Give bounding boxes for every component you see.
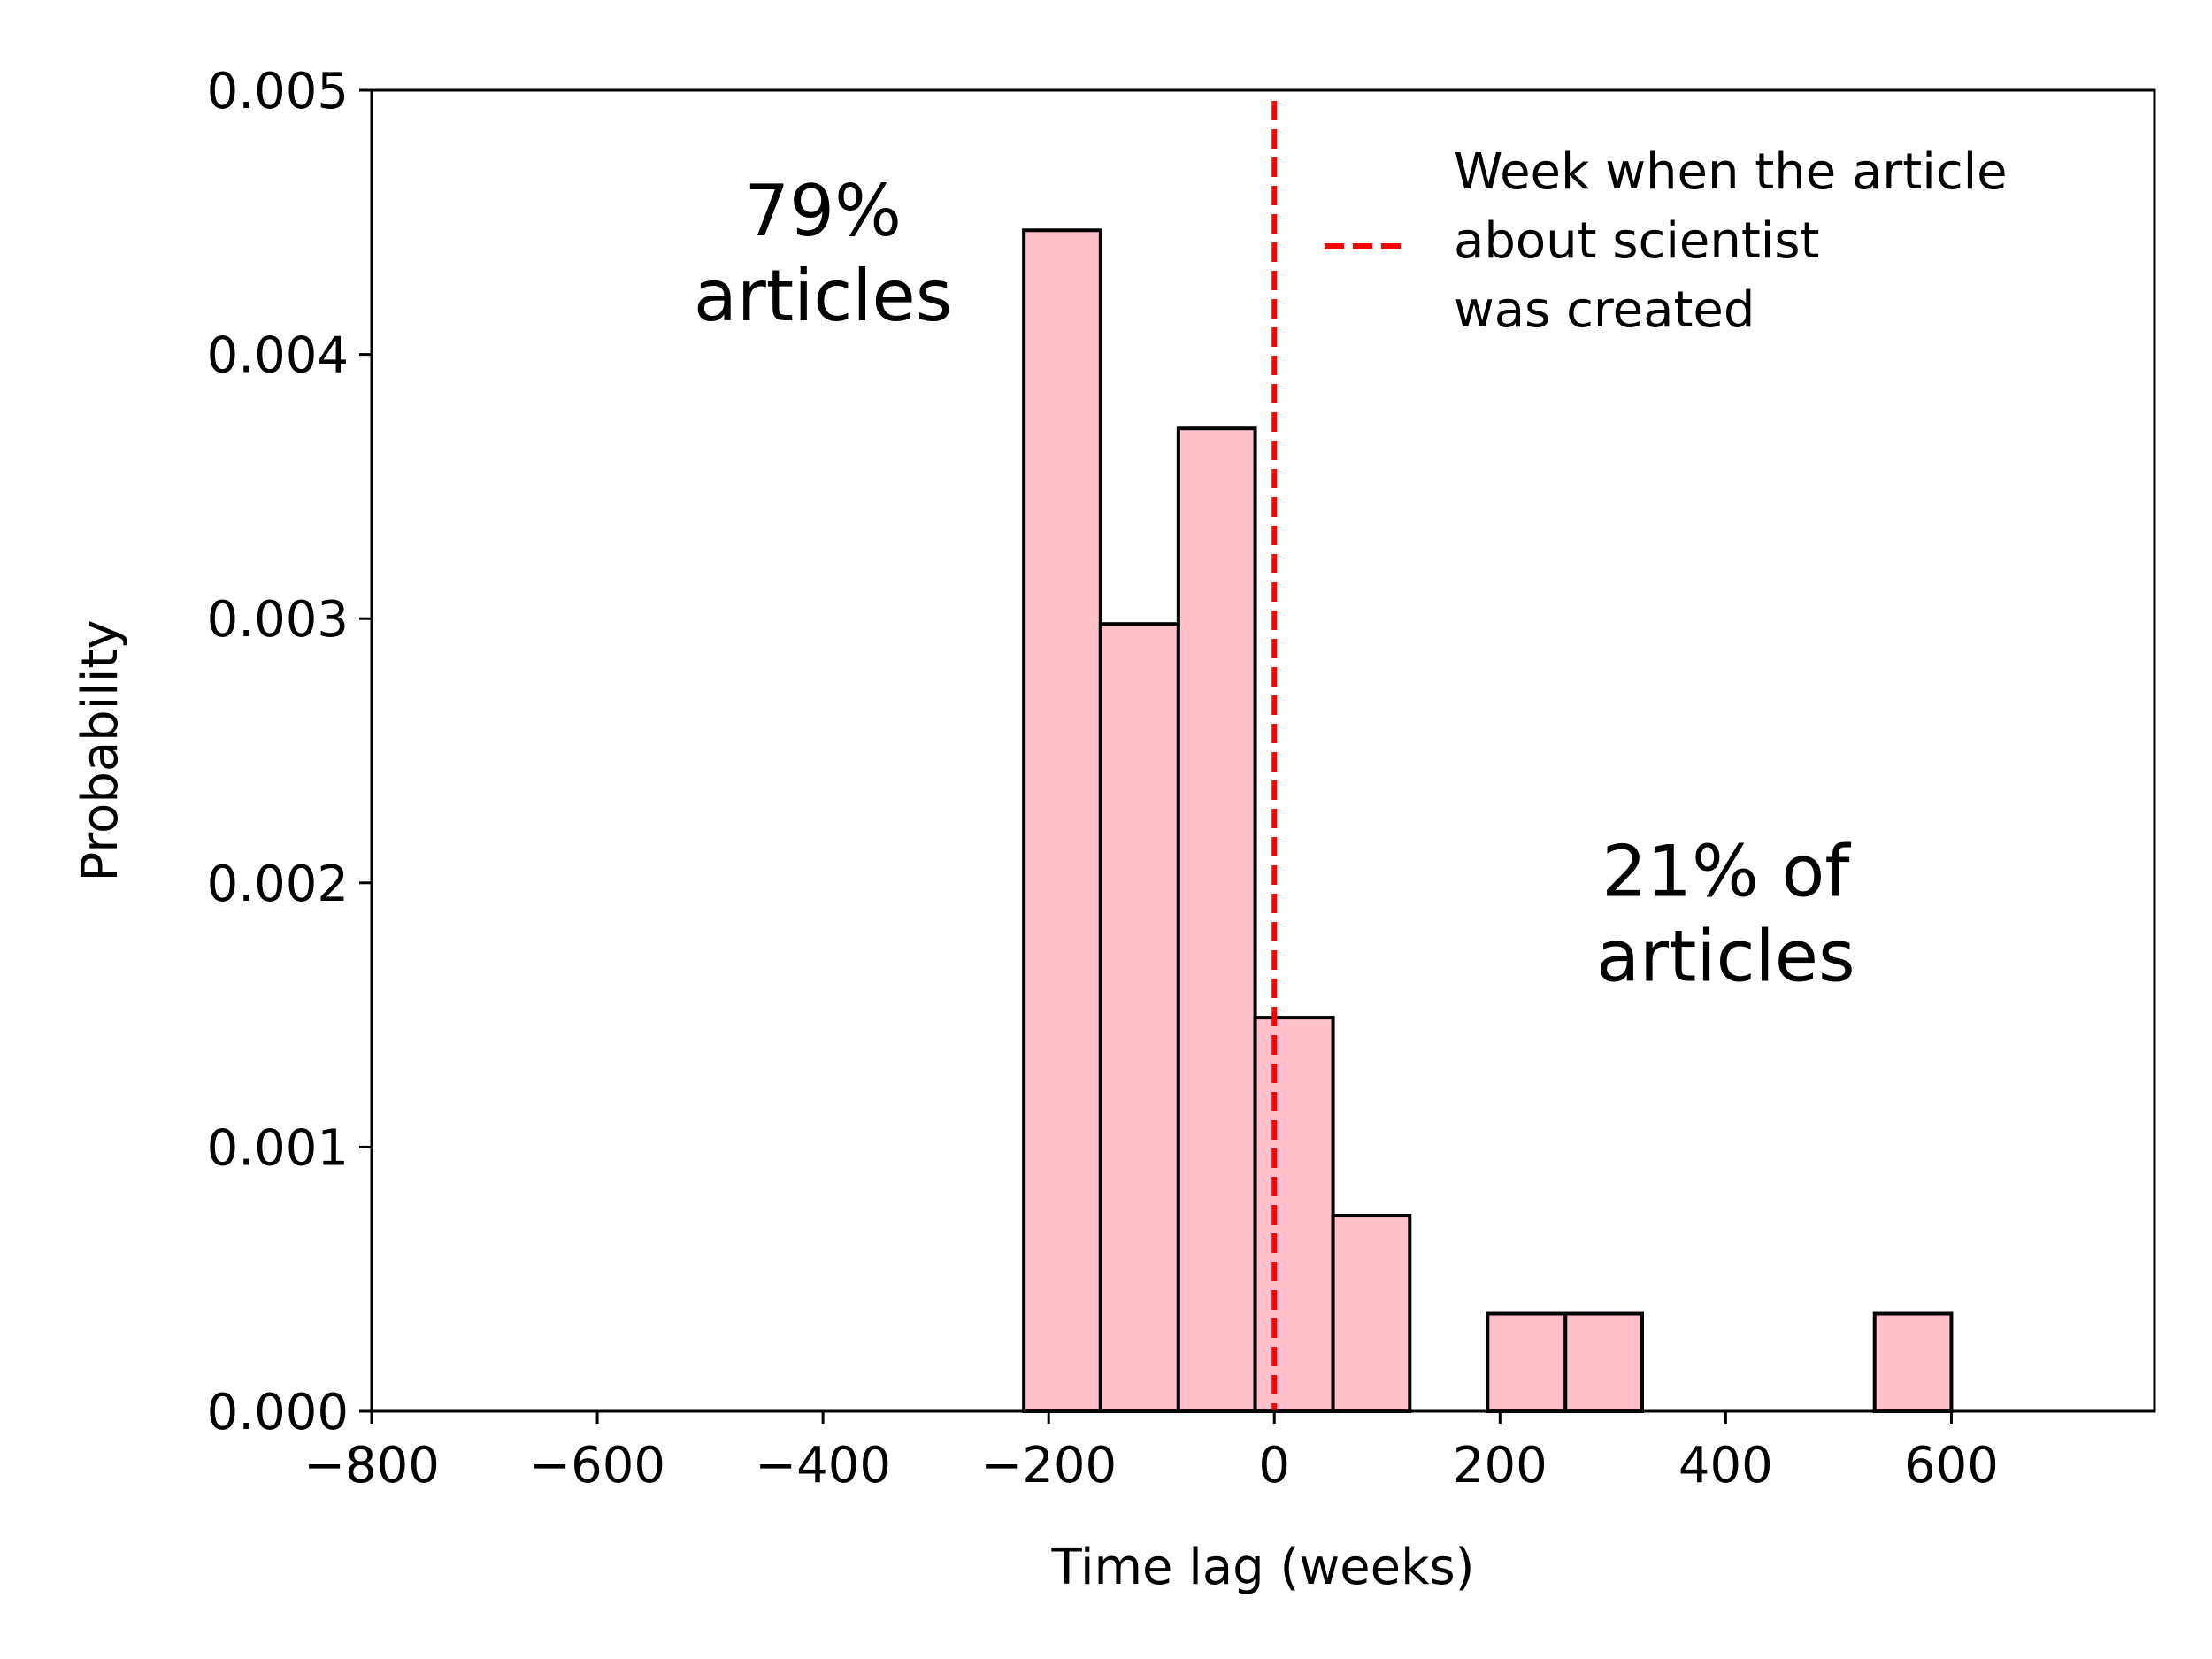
- histogram-bar: [1022, 228, 1102, 1413]
- legend-label: about scientist: [1454, 212, 1820, 270]
- histogram-bar: [1563, 1311, 1645, 1413]
- annotation-text: articles: [694, 255, 953, 337]
- x-tick-label: 400: [1678, 1437, 1773, 1494]
- y-axis-label: Probability: [72, 619, 129, 881]
- y-tick-label: 0.003: [207, 591, 349, 649]
- histogram-bar: [1098, 622, 1180, 1413]
- x-axis-ticks: −800 −600 −400 −200 0 200 400 600: [303, 1411, 1999, 1494]
- x-tick-label: 600: [1904, 1437, 1999, 1494]
- x-tick-label: −400: [755, 1437, 891, 1494]
- x-tick-label: −600: [529, 1437, 665, 1494]
- x-axis-label: Time lag (weeks): [1050, 1539, 1474, 1596]
- x-tick-label: −800: [303, 1437, 440, 1494]
- histogram-bar: [1872, 1311, 1954, 1413]
- annotation-text: articles: [1596, 916, 1855, 998]
- histogram-bar: [1486, 1311, 1568, 1413]
- histogram-bar: [1253, 1016, 1335, 1414]
- y-tick-label: 0.005: [207, 63, 349, 120]
- legend: Week when the article about scientist was …: [1325, 143, 2008, 339]
- annotation-text: 21% of: [1601, 831, 1851, 913]
- histogram-bar: [1331, 1214, 1412, 1414]
- y-axis-ticks: 0.000 0.001 0.002 0.003 0.004 0.005: [207, 63, 372, 1441]
- y-tick-label: 0.002: [207, 856, 349, 913]
- histogram-bar: [1176, 426, 1257, 1413]
- y-tick-label: 0.000: [207, 1384, 349, 1441]
- annotation-text: 79%: [744, 170, 902, 252]
- bars-layer: [1022, 228, 1954, 1414]
- x-tick-label: 200: [1453, 1437, 1548, 1494]
- legend-label: Week when the article: [1454, 143, 2008, 201]
- y-tick-label: 0.001: [207, 1119, 349, 1177]
- plot-frame: [370, 88, 2156, 1413]
- legend-label: was created: [1454, 281, 1755, 339]
- x-tick-label: −200: [980, 1437, 1117, 1494]
- y-tick-label: 0.004: [207, 327, 349, 385]
- x-tick-label: 0: [1258, 1437, 1290, 1494]
